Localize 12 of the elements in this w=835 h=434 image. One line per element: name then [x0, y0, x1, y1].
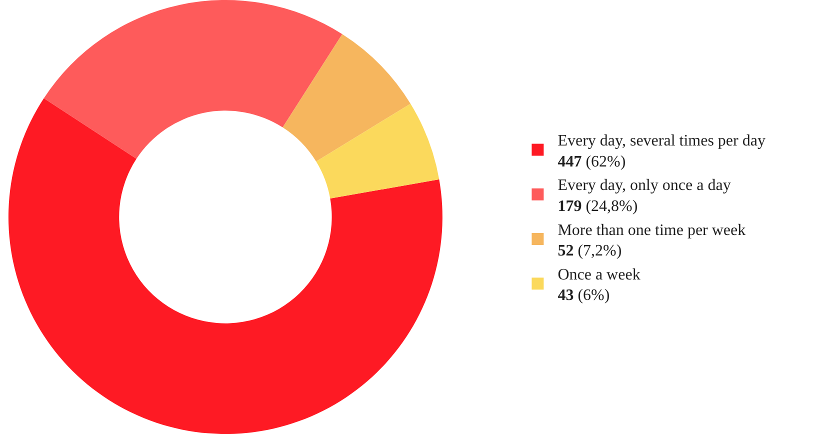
- legend-label: Every day, several times per day: [558, 132, 766, 150]
- data-label: 447 (62%): [558, 153, 626, 170]
- donut-slice: [44, 0, 342, 159]
- data-label: 179 (24,8%): [558, 198, 638, 216]
- data-label: 52 (7,2%): [558, 242, 622, 260]
- donut-slice: [8, 98, 442, 434]
- donut-slice: [282, 34, 411, 162]
- legend-label: Every day, only once a day: [558, 177, 731, 194]
- donut-slice: [316, 104, 440, 199]
- legend-label: More than one time per week: [558, 222, 746, 239]
- data-label: 43 (6%): [558, 287, 610, 304]
- legend-label: Once a week: [558, 266, 640, 284]
